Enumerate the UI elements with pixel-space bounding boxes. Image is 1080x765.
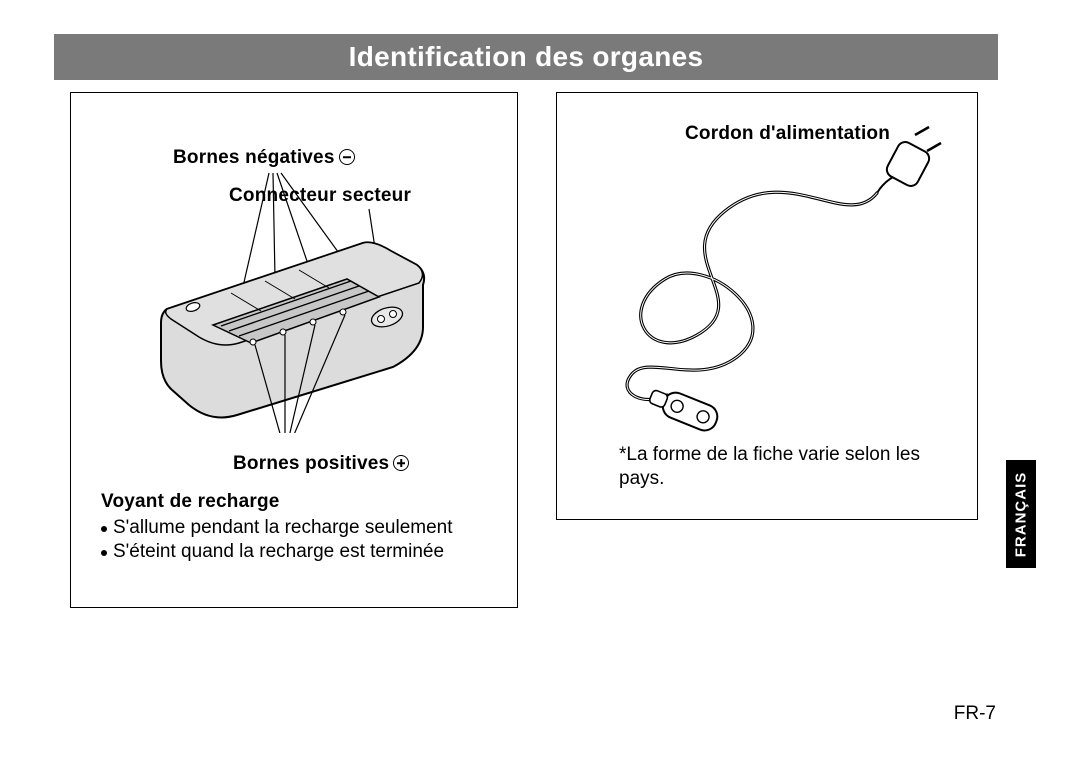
language-label: FRANÇAIS: [1013, 471, 1030, 557]
language-tab: FRANÇAIS: [1006, 460, 1036, 568]
panel-power-cord: Cordon d'alimentation *La forme de la fi…: [556, 92, 978, 520]
label-positive-terminals: Bornes positives: [233, 453, 409, 475]
plus-icon: [393, 455, 409, 471]
bullet-icon: [101, 550, 107, 556]
charger-illustration: [71, 93, 519, 433]
bullet-icon: [101, 526, 107, 532]
note-plug-shape: *La forme de la fiche varie selon les pa…: [619, 443, 939, 491]
bullet-2: S'éteint quand la recharge est terminée: [101, 541, 444, 563]
label-charge-indicator: Voyant de recharge: [101, 491, 280, 513]
power-cord-illustration: [557, 121, 979, 441]
bullet-1: S'allume pendant la recharge seulement: [101, 517, 453, 539]
page-number: FR-7: [954, 703, 996, 725]
page-header: Identification des organes: [54, 34, 998, 80]
panel-charger: Bornes négatives Connecteur secteur: [70, 92, 518, 608]
page-title: Identification des organes: [349, 41, 704, 73]
